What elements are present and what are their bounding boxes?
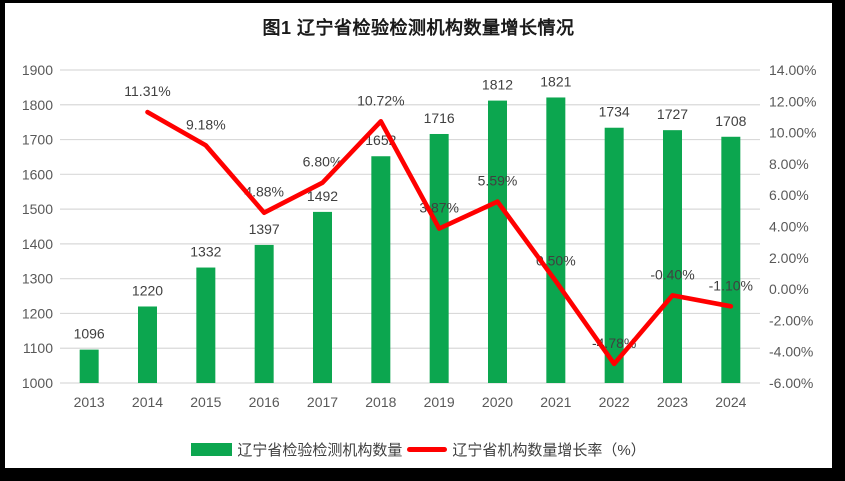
- bar: [721, 136, 741, 383]
- right-axis-tick: 0.00%: [769, 281, 809, 297]
- x-axis-label: 2016: [249, 394, 280, 410]
- bar: [488, 100, 507, 384]
- left-axis-tick: 1500: [22, 201, 53, 217]
- x-axis-label: 2024: [715, 394, 746, 410]
- line-value-label: 6.80%: [303, 154, 343, 170]
- bar-value-label: 1096: [74, 326, 105, 342]
- legend: 辽宁省检验检测机构数量 辽宁省机构数量增长率（%）: [5, 439, 832, 460]
- bar: [604, 127, 624, 383]
- x-axis-label: 2015: [190, 394, 221, 410]
- bar-value-label: 1220: [132, 282, 163, 298]
- right-axis-tick: 4.00%: [769, 219, 809, 235]
- x-axis-label: 2022: [599, 394, 630, 410]
- left-axis-tick: 1000: [22, 375, 53, 391]
- bar: [371, 156, 391, 383]
- bar: [313, 211, 332, 383]
- bar-value-label: 1492: [307, 188, 338, 204]
- left-axis-tick: 1900: [22, 62, 53, 78]
- left-axis-tick: 1600: [22, 166, 53, 182]
- bar: [138, 306, 157, 383]
- line-value-label: 11.31%: [124, 83, 170, 99]
- line-value-label: 10.72%: [357, 92, 404, 108]
- right-axis-tick: -4.00%: [769, 344, 813, 360]
- legend-line-label: 辽宁省机构数量增长率（%）: [452, 442, 646, 459]
- legend-bar-swatch-icon: [191, 443, 233, 456]
- line-value-label: 5.59%: [478, 173, 518, 189]
- left-axis-tick: 1300: [22, 271, 53, 287]
- bar-value-label: 1397: [249, 221, 280, 237]
- line-value-label: 4.88%: [244, 184, 284, 200]
- x-axis-label: 2014: [132, 394, 163, 410]
- bar-value-label: 1812: [482, 77, 513, 93]
- x-axis-label: 2021: [540, 394, 571, 410]
- right-axis-tick: 10.00%: [769, 125, 816, 141]
- growth-rate-line: [145, 109, 734, 367]
- bar-value-label: 1734: [599, 104, 630, 120]
- x-axis-label: 2018: [365, 394, 396, 410]
- left-axis-tick: 1800: [22, 97, 53, 113]
- x-axis-label: 2020: [482, 394, 513, 410]
- line-value-label: -0.40%: [650, 266, 694, 282]
- left-axis-tick: 1200: [22, 305, 53, 321]
- x-axis-label: 2017: [307, 394, 338, 410]
- right-axis-tick: 8.00%: [769, 156, 809, 172]
- right-axis-tick: -2.00%: [769, 312, 813, 328]
- bar: [663, 130, 682, 383]
- bar-value-label: 1332: [190, 244, 221, 260]
- right-axis-tick: 12.00%: [769, 93, 816, 109]
- right-axis-tick: 6.00%: [769, 187, 809, 203]
- x-axis-label: 2023: [657, 394, 688, 410]
- chart-title: 图1 辽宁省检验检测机构数量增长情况: [262, 18, 575, 38]
- right-axis-tick: 14.00%: [769, 62, 816, 78]
- bar: [254, 244, 274, 383]
- left-axis-tick: 1700: [22, 132, 53, 148]
- left-axis-tick: 1100: [23, 340, 53, 356]
- bar: [196, 267, 216, 383]
- x-axis-label: 2013: [74, 394, 105, 410]
- bar-value-label: 1727: [657, 106, 688, 122]
- line-value-label: 9.18%: [186, 116, 226, 132]
- bar-value-label: 1708: [715, 113, 746, 129]
- chart-canvas: 图1 辽宁省检验检测机构数量增长情况 1096 1220 1332 1397 1492 1…: [5, 3, 832, 468]
- bar: [546, 97, 566, 384]
- right-axis-tick: 2.00%: [769, 250, 809, 266]
- right-axis-tick: -6.00%: [769, 375, 813, 391]
- legend-bar-label: 辽宁省检验检测机构数量: [237, 442, 403, 459]
- line-value-label: -1.10%: [709, 277, 753, 293]
- legend-line-swatch-icon: [407, 447, 448, 452]
- bar-value-label: 1821: [540, 73, 571, 89]
- bar: [79, 349, 99, 383]
- x-axis-label: 2019: [424, 394, 455, 410]
- bar: [429, 133, 449, 383]
- left-axis-tick: 1400: [22, 236, 53, 252]
- bar-value-label: 1716: [424, 110, 455, 126]
